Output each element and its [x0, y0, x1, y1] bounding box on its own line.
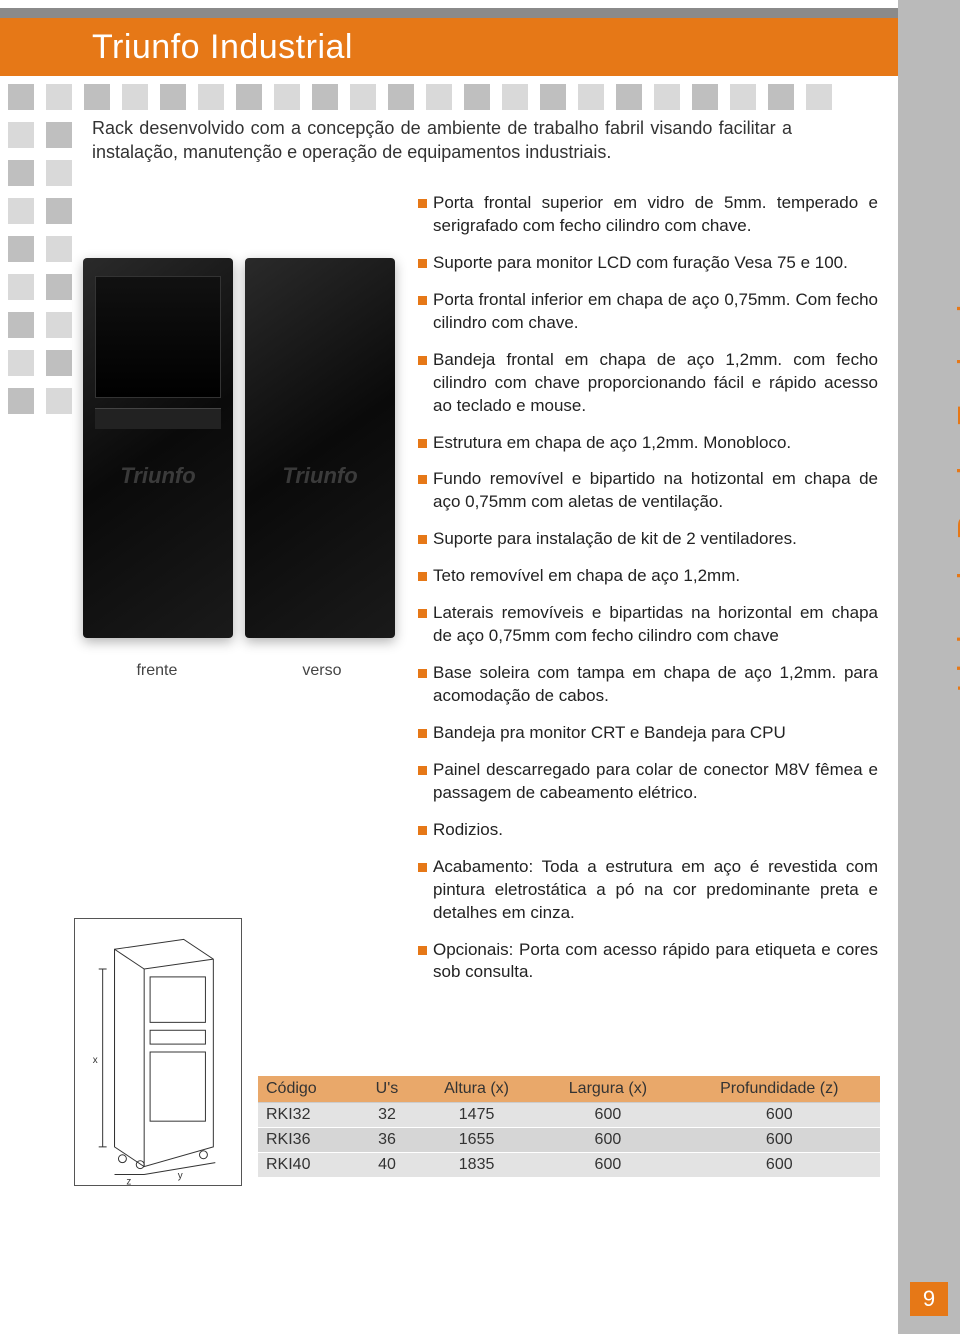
bullet-icon: [418, 572, 427, 581]
bullet-icon: [418, 199, 427, 208]
bullet-icon: [418, 826, 427, 835]
bullet-icon: [418, 439, 427, 448]
rack-back-image: Triunfo: [245, 258, 395, 638]
feature-text: Acabamento: Toda a estrutura em aço é re…: [433, 856, 878, 925]
feature-item: Bandeja frontal em chapa de aço 1,2mm. c…: [418, 349, 878, 418]
table-cell: 600: [679, 1128, 880, 1153]
feature-text: Base soleira com tampa em chapa de aço 1…: [433, 662, 878, 708]
feature-item: Laterais removíveis e bipartidas na hori…: [418, 602, 878, 648]
table-cell: 1655: [416, 1128, 537, 1153]
table-header-cell: Profundidade (z): [679, 1076, 880, 1103]
feature-text: Painel descarregado para colar de conect…: [433, 759, 878, 805]
feature-text: Suporte para instalação de kit de 2 vent…: [433, 528, 797, 551]
feature-text: Laterais removíveis e bipartidas na hori…: [433, 602, 878, 648]
feature-item: Opcionais: Porta com acesso rápido para …: [418, 939, 878, 985]
bullet-icon: [418, 356, 427, 365]
bullet-icon: [418, 535, 427, 544]
table-cell: RKI36: [258, 1128, 358, 1153]
intro-paragraph: Rack desenvolvido com a concepção de amb…: [92, 116, 792, 165]
features-list: Porta frontal superior em vidro de 5mm. …: [418, 192, 878, 998]
table-cell: RKI40: [258, 1153, 358, 1178]
feature-item: Bandeja pra monitor CRT e Bandeja para C…: [418, 722, 878, 745]
feature-item: Base soleira com tampa em chapa de aço 1…: [418, 662, 878, 708]
feature-text: Bandeja frontal em chapa de aço 1,2mm. c…: [433, 349, 878, 418]
feature-text: Fundo removível e bipartido na hotizonta…: [433, 468, 878, 514]
feature-text: Bandeja pra monitor CRT e Bandeja para C…: [433, 722, 786, 745]
feature-text: Opcionais: Porta com acesso rápido para …: [433, 939, 878, 985]
feature-item: Suporte para monitor LCD com furação Ves…: [418, 252, 878, 275]
page-header: Triunfo Industrial: [0, 18, 898, 76]
watermark-back: Triunfo: [282, 463, 357, 489]
table-cell: 600: [679, 1103, 880, 1128]
table-header-cell: Código: [258, 1076, 358, 1103]
watermark-front: Triunfo: [120, 463, 195, 489]
table-cell: RKI32: [258, 1103, 358, 1128]
table-header-cell: Altura (x): [416, 1076, 537, 1103]
table-cell: 600: [679, 1153, 880, 1178]
feature-text: Porta frontal inferior em chapa de aço 0…: [433, 289, 878, 335]
specifications-table: CódigoU'sAltura (x)Largura (x)Profundida…: [258, 1076, 880, 1178]
feature-text: Teto removível em chapa de aço 1,2mm.: [433, 565, 740, 588]
bullet-icon: [418, 669, 427, 678]
rack-front-image: Triunfo: [83, 258, 233, 638]
table-row: RKI32321475600600: [258, 1103, 880, 1128]
bullet-icon: [418, 475, 427, 484]
feature-item: Estrutura em chapa de aço 1,2mm. Monoblo…: [418, 432, 878, 455]
svg-text:y: y: [178, 1170, 183, 1181]
table-cell: 40: [358, 1153, 416, 1178]
table-cell: 600: [537, 1153, 678, 1178]
image-captions: frente verso: [74, 662, 404, 680]
svg-text:x: x: [93, 1055, 98, 1066]
feature-item: Painel descarregado para colar de conect…: [418, 759, 878, 805]
feature-item: Porta frontal inferior em chapa de aço 0…: [418, 289, 878, 335]
table-cell: 36: [358, 1128, 416, 1153]
table-header-cell: Largura (x): [537, 1076, 678, 1103]
feature-item: Porta frontal superior em vidro de 5mm. …: [418, 192, 878, 238]
caption-front: frente: [136, 662, 177, 680]
bullet-icon: [418, 609, 427, 618]
bullet-icon: [418, 863, 427, 872]
table-cell: 600: [537, 1128, 678, 1153]
bullet-icon: [418, 729, 427, 738]
feature-item: Suporte para instalação de kit de 2 vent…: [418, 528, 878, 551]
top-accent-bar: [0, 8, 898, 18]
table-header-cell: U's: [358, 1076, 416, 1103]
feature-text: Porta frontal superior em vidro de 5mm. …: [433, 192, 878, 238]
page-number: 9: [910, 1282, 948, 1316]
technical-drawing: x z y: [74, 918, 242, 1186]
svg-text:z: z: [126, 1176, 131, 1185]
bullet-icon: [418, 296, 427, 305]
bullet-icon: [418, 259, 427, 268]
feature-text: Rodizios.: [433, 819, 503, 842]
product-photos: Triunfo Triunfo: [74, 258, 404, 678]
table-cell: 1835: [416, 1153, 537, 1178]
bullet-icon: [418, 946, 427, 955]
table-cell: 600: [537, 1103, 678, 1128]
table-row: RKI40401835600600: [258, 1153, 880, 1178]
table-cell: 32: [358, 1103, 416, 1128]
section-vertical-title: Linha de Racks Fechados: [950, 265, 960, 693]
table-row: RKI36361655600600: [258, 1128, 880, 1153]
page-title: Triunfo Industrial: [92, 28, 353, 67]
feature-text: Suporte para monitor LCD com furação Ves…: [433, 252, 848, 275]
feature-item: Acabamento: Toda a estrutura em aço é re…: [418, 856, 878, 925]
caption-back: verso: [302, 662, 341, 680]
feature-item: Teto removível em chapa de aço 1,2mm.: [418, 565, 878, 588]
bullet-icon: [418, 766, 427, 775]
table-cell: 1475: [416, 1103, 537, 1128]
feature-text: Estrutura em chapa de aço 1,2mm. Monoblo…: [433, 432, 791, 455]
feature-item: Fundo removível e bipartido na hotizonta…: [418, 468, 878, 514]
feature-item: Rodizios.: [418, 819, 878, 842]
